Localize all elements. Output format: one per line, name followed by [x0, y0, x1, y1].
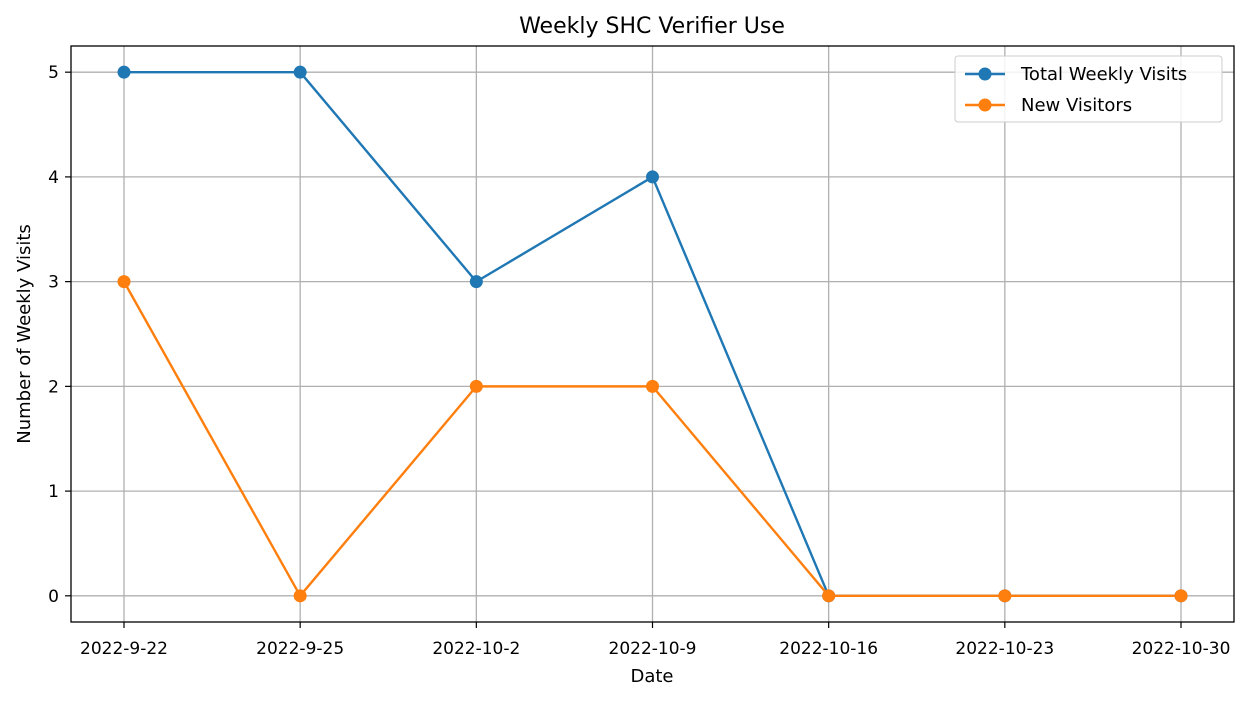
legend-marker — [978, 98, 992, 112]
data-point — [117, 275, 131, 289]
legend-marker — [978, 67, 992, 81]
x-tick-label: 2022-9-22 — [80, 639, 168, 659]
legend-item: Total Weekly Visits — [965, 64, 1187, 85]
legend-item: New Visitors — [965, 95, 1132, 116]
y-tick-label: 0 — [48, 587, 59, 607]
legend-label: New Visitors — [1021, 95, 1132, 116]
y-tick-label: 3 — [48, 273, 59, 293]
data-point — [117, 65, 131, 79]
series-layer — [117, 65, 1188, 603]
x-tick-label: 2022-10-23 — [955, 639, 1054, 659]
data-point — [998, 589, 1012, 603]
y-tick-label: 5 — [48, 63, 59, 83]
x-axis-ticks: 2022-9-22 2022-9-25 2022-10-2 2022-10-9 2022… — [80, 622, 1230, 659]
data-point — [646, 170, 659, 184]
x-tick-label: 2022-9-25 — [256, 639, 344, 659]
y-tick-label: 4 — [48, 168, 59, 188]
data-point — [646, 379, 659, 393]
x-tick-label: 2022-10-9 — [609, 639, 697, 659]
data-point — [293, 65, 307, 79]
data-point — [469, 275, 483, 289]
chart-title: Weekly SHC Verifier Use — [519, 14, 785, 39]
y-tick-label: 2 — [48, 377, 59, 397]
legend-label: Total Weekly Visits — [1020, 64, 1187, 85]
data-point — [822, 589, 836, 603]
y-axis-ticks: 0 1 2 3 4 5 — [48, 63, 71, 607]
data-point — [293, 589, 307, 603]
data-point — [1174, 589, 1188, 603]
y-tick-label: 1 — [48, 482, 59, 502]
y-axis-label: Number of Weekly Visits — [14, 224, 35, 444]
legend: Total Weekly Visits New Visitors — [954, 55, 1223, 123]
x-axis-label: Date — [630, 666, 673, 687]
x-tick-label: 2022-10-2 — [432, 639, 520, 659]
grid-lines — [71, 46, 1234, 622]
data-point — [469, 379, 483, 393]
x-tick-label: 2022-10-30 — [1132, 639, 1231, 659]
legend-box — [954, 55, 1223, 123]
series-1 — [117, 275, 1188, 603]
x-tick-label: 2022-10-16 — [779, 639, 878, 659]
